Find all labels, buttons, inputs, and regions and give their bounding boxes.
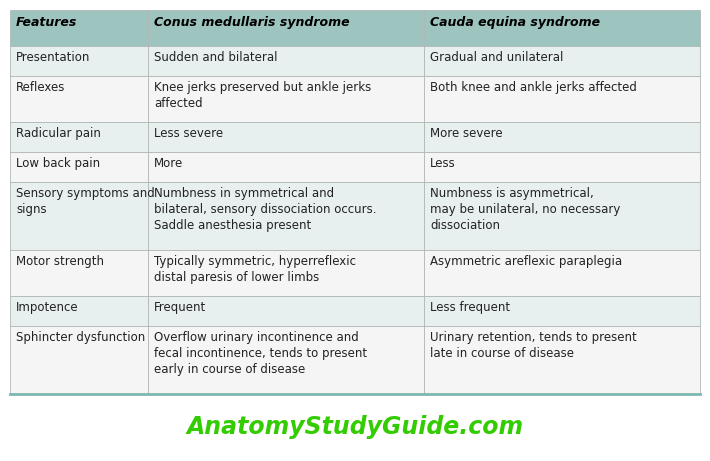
Bar bbox=[424, 122, 700, 152]
Text: Less severe: Less severe bbox=[154, 126, 223, 140]
Bar bbox=[148, 296, 424, 325]
Text: Both knee and ankle jerks affected: Both knee and ankle jerks affected bbox=[430, 81, 637, 94]
Bar bbox=[148, 46, 424, 76]
Bar bbox=[424, 76, 700, 122]
Text: Sphincter dysfunction: Sphincter dysfunction bbox=[16, 331, 146, 343]
Bar bbox=[10, 152, 148, 182]
Text: Presentation: Presentation bbox=[16, 51, 90, 64]
Text: Motor strength: Motor strength bbox=[16, 254, 104, 267]
Text: Urinary retention, tends to present
late in course of disease: Urinary retention, tends to present late… bbox=[430, 331, 637, 360]
Text: Cauda equina syndrome: Cauda equina syndrome bbox=[430, 16, 600, 29]
Text: Overflow urinary incontinence and
fecal incontinence, tends to present
early in : Overflow urinary incontinence and fecal … bbox=[154, 331, 367, 376]
Text: AnatomyStudyGuide.com: AnatomyStudyGuide.com bbox=[187, 415, 523, 439]
Bar bbox=[148, 325, 424, 394]
Bar bbox=[148, 152, 424, 182]
Bar bbox=[148, 249, 424, 296]
Bar bbox=[10, 76, 148, 122]
Bar bbox=[148, 10, 424, 46]
Text: Features: Features bbox=[16, 16, 77, 29]
Text: Sensory symptoms and
signs: Sensory symptoms and signs bbox=[16, 187, 155, 215]
Text: Conus medullaris syndrome: Conus medullaris syndrome bbox=[154, 16, 349, 29]
Text: Frequent: Frequent bbox=[154, 301, 206, 313]
Text: Knee jerks preserved but ankle jerks
affected: Knee jerks preserved but ankle jerks aff… bbox=[154, 81, 371, 110]
Text: Numbness is asymmetrical,
may be unilateral, no necessary
dissociation: Numbness is asymmetrical, may be unilate… bbox=[430, 187, 621, 231]
Bar bbox=[10, 182, 148, 249]
Text: Typically symmetric, hyperreflexic
distal paresis of lower limbs: Typically symmetric, hyperreflexic dista… bbox=[154, 254, 356, 284]
Bar bbox=[148, 182, 424, 249]
Bar bbox=[424, 152, 700, 182]
Text: Gradual and unilateral: Gradual and unilateral bbox=[430, 51, 563, 64]
Bar bbox=[10, 46, 148, 76]
Text: More severe: More severe bbox=[430, 126, 503, 140]
Text: Less frequent: Less frequent bbox=[430, 301, 510, 313]
Bar bbox=[10, 122, 148, 152]
Text: Impotence: Impotence bbox=[16, 301, 79, 313]
Bar bbox=[10, 249, 148, 296]
Bar bbox=[148, 76, 424, 122]
Text: Low back pain: Low back pain bbox=[16, 156, 100, 170]
Text: Radicular pain: Radicular pain bbox=[16, 126, 101, 140]
Bar bbox=[424, 325, 700, 394]
Text: More: More bbox=[154, 156, 183, 170]
Text: Less: Less bbox=[430, 156, 456, 170]
Bar bbox=[10, 10, 148, 46]
Bar bbox=[10, 296, 148, 325]
Bar bbox=[424, 182, 700, 249]
Bar bbox=[148, 122, 424, 152]
Bar bbox=[10, 325, 148, 394]
Text: Reflexes: Reflexes bbox=[16, 81, 65, 94]
Bar bbox=[424, 249, 700, 296]
Bar bbox=[424, 46, 700, 76]
Bar bbox=[424, 10, 700, 46]
Bar bbox=[424, 296, 700, 325]
Text: Sudden and bilateral: Sudden and bilateral bbox=[154, 51, 278, 64]
Text: Numbness in symmetrical and
bilateral, sensory dissociation occurs.
Saddle anest: Numbness in symmetrical and bilateral, s… bbox=[154, 187, 376, 231]
Text: Asymmetric areflexic paraplegia: Asymmetric areflexic paraplegia bbox=[430, 254, 622, 267]
